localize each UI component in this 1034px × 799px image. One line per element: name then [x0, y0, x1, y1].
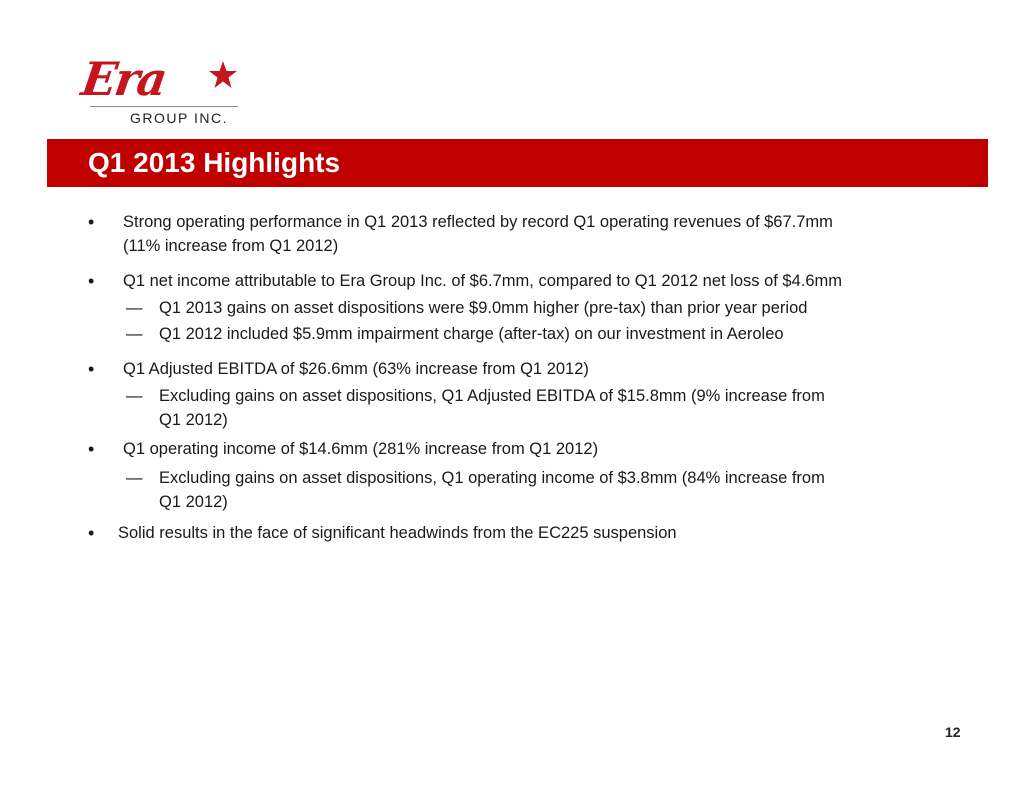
bullet-line: Solid results in the face of significant…	[118, 524, 677, 542]
title-bar: Q1 2013 Highlights	[47, 139, 988, 187]
sub-bullet-marker: —	[126, 325, 143, 343]
logo-divider	[90, 106, 238, 107]
page-number: 12	[945, 724, 961, 740]
star-icon	[209, 61, 237, 88]
sub-bullet-marker: —	[126, 387, 143, 405]
bullet-line: Strong operating performance in Q1 2013 …	[123, 213, 833, 231]
bullet-marker: •	[88, 271, 95, 291]
sub-bullet-line: Q1 2012 included $5.9mm impairment charg…	[159, 325, 784, 343]
sub-bullet-marker: —	[126, 469, 143, 487]
bullet-line: Q1 Adjusted EBITDA of $26.6mm (63% incre…	[123, 360, 589, 378]
bullet-line: (11% increase from Q1 2012)	[123, 237, 339, 255]
bullet-line: Q1 net income attributable to Era Group …	[123, 272, 843, 290]
sub-bullet-marker: —	[126, 299, 143, 317]
sub-bullet-line: Q1 2013 gains on asset dispositions were…	[159, 299, 808, 317]
slide-title: Q1 2013 Highlights	[88, 147, 341, 178]
logo-wordmark: Era	[78, 52, 169, 106]
sub-bullet-line: Q1 2012)	[159, 411, 228, 429]
bullet-line: Q1 operating income of $14.6mm (281% inc…	[123, 440, 599, 458]
sub-bullet-line: Excluding gains on asset dispositions, Q…	[159, 469, 825, 487]
era-group-logo: Era GROUP INC.	[78, 52, 240, 130]
logo-subtitle: GROUP INC.	[130, 110, 228, 126]
bullet-marker: •	[88, 212, 95, 232]
sub-bullet-line: Q1 2012)	[159, 493, 228, 511]
sub-bullet-line: Excluding gains on asset dispositions, Q…	[159, 387, 825, 405]
bullet-marker: •	[88, 439, 95, 459]
bullet-marker: •	[88, 523, 95, 543]
bullet-marker: •	[88, 359, 95, 379]
